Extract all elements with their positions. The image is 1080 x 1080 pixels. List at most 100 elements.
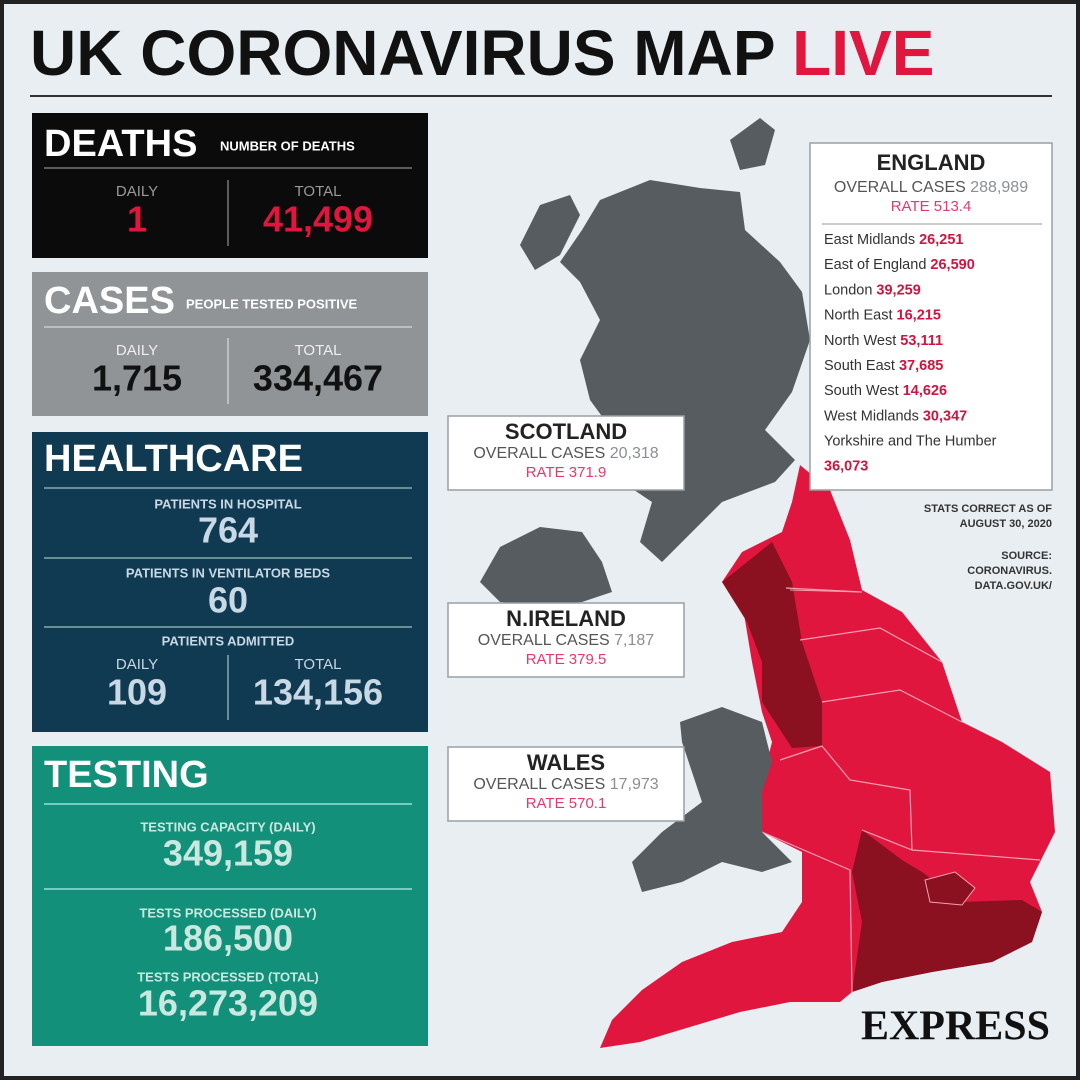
cases-value: 288,989 [970, 179, 1028, 196]
region-cases: 26,590 [930, 257, 974, 273]
cases-panel: CASES PEOPLE TESTED POSITIVE DAILY 1,715… [32, 272, 428, 416]
source: DATA.GOV.UK/ [975, 580, 1052, 592]
region-cases: 36,073 [824, 458, 868, 474]
rate: RATE 379.5 [526, 651, 607, 668]
overall-cases: OVERALL CASES 17,973 [473, 776, 658, 793]
rate-value: 513.4 [934, 198, 972, 215]
region: East Midlands 26,251 [824, 232, 963, 248]
box-bg [447, 602, 685, 678]
region-cases: 30,347 [923, 408, 967, 424]
panel-bg [32, 113, 428, 258]
region: West Midlands 30,347 [824, 408, 967, 424]
region-name: Yorkshire and The Humber [824, 433, 997, 449]
cases-label: OVERALL CASES [473, 776, 605, 793]
panel-bg [32, 746, 428, 1046]
heading: DEATHS [44, 123, 197, 165]
region: North West 53,111 [824, 333, 943, 349]
region: Yorkshire and The Humber 36,073 [824, 433, 997, 474]
label: TOTAL [295, 656, 342, 673]
region-cases: 39,259 [876, 282, 920, 298]
overall-cases: OVERALL CASES 288,989 [834, 179, 1028, 196]
value: 1,715 [92, 358, 182, 399]
heading: HEALTHCARE [44, 438, 303, 480]
rate: RATE 371.9 [526, 464, 607, 481]
region-name: East Midlands [824, 232, 915, 248]
stats-note: STATS CORRECT AS OF [924, 503, 1052, 515]
title: UK CORONAVIRUS MAP LIVE [30, 17, 934, 89]
deaths-panel: DEATHS NUMBER OF DEATHS DAILY 1 TOTAL 41… [32, 113, 428, 258]
label: DAILY [116, 342, 158, 359]
testing-panel: TESTING TESTING CAPACITY (DAILY) 349,159… [32, 746, 428, 1046]
scotland-west-isles [520, 195, 580, 270]
region-cases: 16,215 [897, 307, 941, 323]
region-cases: 26,251 [919, 232, 963, 248]
region-borders [761, 587, 1041, 993]
label: TESTS PROCESSED (DAILY) [139, 905, 316, 920]
value: 349,159 [163, 833, 293, 874]
title-highlight: LIVE [792, 17, 934, 89]
label: DAILY [116, 656, 158, 673]
label: PATIENTS IN HOSPITAL [154, 496, 301, 511]
cases-label: OVERALL CASES [478, 632, 610, 649]
value: 41,499 [263, 199, 373, 240]
source: CORONAVIRUS. [967, 565, 1052, 577]
heading: CASES [44, 280, 175, 322]
rate-value: 371.9 [569, 464, 607, 481]
panel-bg [32, 432, 428, 732]
region-name: South West [824, 383, 899, 399]
region-cases: 37,685 [899, 358, 943, 374]
label: DAILY [116, 183, 158, 200]
value: 764 [198, 510, 258, 551]
label: PATIENTS IN VENTILATOR BEDS [126, 565, 330, 580]
rate-label: RATE [526, 795, 565, 812]
south-east-shape [852, 830, 1042, 992]
region-name: North East [824, 307, 893, 323]
value: 1 [127, 199, 147, 240]
cases-label: OVERALL CASES [834, 179, 966, 196]
wales-shape [632, 707, 792, 892]
box-title: N.IRELAND [506, 606, 626, 631]
box-title: SCOTLAND [505, 419, 627, 444]
region: South East 37,685 [824, 358, 943, 374]
rate-label: RATE [891, 198, 930, 215]
subheading: NUMBER OF DEATHS [220, 138, 355, 153]
value: 60 [208, 580, 248, 621]
region-name: South East [824, 358, 895, 374]
box-title: ENGLAND [877, 150, 986, 175]
region-cases: 53,111 [900, 333, 943, 349]
region-name: West Midlands [824, 408, 919, 424]
label: TESTING CAPACITY (DAILY) [140, 819, 315, 834]
value: 186,500 [163, 918, 293, 959]
rate: RATE 513.4 [891, 198, 972, 215]
london-shape [924, 871, 976, 906]
region: South West 14,626 [824, 383, 947, 399]
england-box: ENGLAND OVERALL CASES 288,989 RATE 513.4… [809, 142, 1053, 491]
value: 134,156 [253, 672, 383, 713]
value: 334,467 [253, 358, 383, 399]
rate-label: RATE [526, 464, 565, 481]
rate-value: 570.1 [569, 795, 607, 812]
heading: TESTING [44, 754, 209, 796]
subheading: PEOPLE TESTED POSITIVE [186, 296, 358, 311]
value: 16,273,209 [138, 983, 318, 1024]
region: East of England 26,590 [824, 257, 975, 273]
source: SOURCE: [1001, 550, 1052, 562]
region-name: London [824, 282, 872, 298]
region-name: North West [824, 333, 896, 349]
box-title: WALES [527, 750, 605, 775]
rate: RATE 570.1 [526, 795, 607, 812]
scotland-islands [730, 118, 775, 170]
label: TOTAL [295, 342, 342, 359]
region: North East 16,215 [824, 307, 941, 323]
cases-value: 17,973 [610, 776, 659, 793]
region: London 39,259 [824, 282, 921, 298]
healthcare-panel: HEALTHCARE PATIENTS IN HOSPITAL 764 PATI… [32, 432, 428, 732]
region-cases: 14,626 [903, 383, 947, 399]
box-bg [447, 746, 685, 822]
northern-ireland-shape [480, 527, 612, 607]
label: TOTAL [295, 183, 342, 200]
